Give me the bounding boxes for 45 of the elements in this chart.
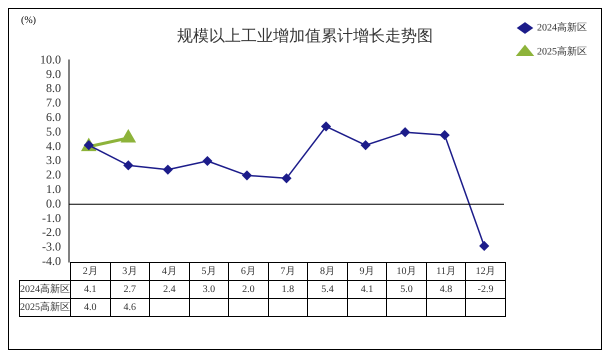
y-tick-label: 4.0 xyxy=(46,138,61,153)
y-tick-label: 6.0 xyxy=(46,110,61,124)
data-label: 3.0 xyxy=(189,280,229,298)
data-label: 2.7 xyxy=(110,280,150,298)
text: 2024高新区 xyxy=(20,284,70,296)
x-tick-label: 4月 xyxy=(150,262,190,280)
data-label: 2.0 xyxy=(228,280,268,298)
x-tick-label: 8月 xyxy=(308,262,348,280)
x-tick-label: 10月 xyxy=(386,262,426,280)
x-tick-label: 5月 xyxy=(189,262,229,280)
x-tick-label: 7月 xyxy=(268,262,308,280)
x-tick-label: 6月 xyxy=(228,262,268,280)
y-axis-title: (%) xyxy=(21,15,36,26)
y-tick-label: 0.0 xyxy=(46,196,61,210)
chart-title: 规模以上工业增加值累计增长走势图 xyxy=(177,26,433,45)
data-label: 5.0 xyxy=(386,280,426,298)
y-tick-label: 3.0 xyxy=(46,153,61,168)
data-label: 4.1 xyxy=(70,280,110,298)
x-tick-label: 11月 xyxy=(426,262,466,280)
data-label: -2.9 xyxy=(466,280,506,298)
data-label: 1.8 xyxy=(268,280,308,298)
data-label: 4.1 xyxy=(347,280,387,298)
y-tick-label: 5.0 xyxy=(46,124,61,138)
data-label: 2.4 xyxy=(150,280,190,298)
y-tick-label: 1.0 xyxy=(46,182,61,196)
y-tick-label: -4.0 xyxy=(42,254,61,268)
data-label: 5.4 xyxy=(308,280,348,298)
data-label: 4.6 xyxy=(110,298,150,316)
y-tick-label: 8.0 xyxy=(46,81,61,96)
x-tick-label: 3月 xyxy=(110,262,150,280)
y-tick-label: 9.0 xyxy=(46,66,61,81)
data-label: 4.0 xyxy=(70,298,110,316)
y-tick-label: -3.0 xyxy=(42,240,61,254)
legend-label: 2024高新区 xyxy=(537,22,587,34)
y-tick-label: 7.0 xyxy=(46,96,61,110)
x-tick-label: 9月 xyxy=(347,262,387,280)
x-tick-label: 12月 xyxy=(466,262,506,280)
y-tick-label: -1.0 xyxy=(42,210,61,225)
x-tick-label: 2月 xyxy=(70,262,110,280)
y-tick-label: 10.0 xyxy=(40,52,61,66)
text: 2025高新区 xyxy=(20,302,70,314)
y-tick-label: 2.0 xyxy=(46,168,61,182)
data-label: 4.8 xyxy=(426,280,466,298)
legend-label: 2025高新区 xyxy=(537,46,587,58)
y-tick-label: -2.0 xyxy=(42,225,61,240)
